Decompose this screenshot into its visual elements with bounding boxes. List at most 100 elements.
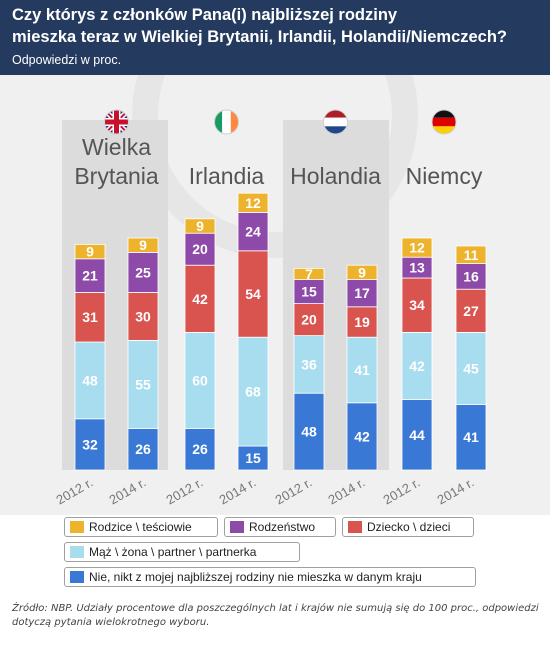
data-label: 55 [135, 376, 151, 392]
bar-segment [127, 251, 159, 293]
netherlands-flag-icon [323, 109, 348, 135]
bar-segment [455, 331, 487, 405]
data-label: 15 [301, 284, 317, 300]
data-label: 20 [301, 312, 317, 328]
bar-segment [127, 291, 159, 341]
bar-segment [401, 399, 433, 471]
data-label: 31 [82, 309, 98, 325]
data-label: 54 [245, 286, 261, 302]
bar-segment [346, 336, 378, 404]
germany-flag-icon [431, 109, 457, 135]
data-label: 48 [82, 372, 98, 388]
x-tick-label: 2014 r. [107, 475, 149, 508]
legend-swatch [70, 571, 84, 583]
ireland-flag-icon [214, 109, 239, 135]
bar-segment [455, 403, 487, 471]
data-label: 9 [86, 244, 94, 260]
header: Czy którys z członków Pana(i) najbliższe… [0, 0, 550, 75]
bar-segment [346, 402, 378, 471]
legend-label: Nie, nikt z mojej najbliższej rodziny ni… [89, 570, 422, 584]
bar-segment [74, 258, 106, 293]
data-label: 26 [135, 441, 151, 457]
legend-swatch [230, 521, 244, 533]
data-label: 42 [354, 428, 370, 444]
data-label: 9 [196, 218, 204, 234]
bar-segment [346, 264, 378, 280]
data-label: 36 [301, 356, 317, 372]
data-label: 41 [354, 362, 370, 378]
bar-segment [401, 237, 433, 258]
uk-flag-icon [104, 109, 129, 135]
bar-segment [293, 392, 325, 471]
bar-segment [293, 335, 325, 394]
legend-label: Rodzeństwo [249, 520, 316, 534]
country-label: Irlandia [189, 163, 265, 189]
legend-label: Mąż \ żona \ partner \ partnerka [89, 545, 257, 559]
bar-segment [74, 291, 106, 343]
chart-title-line-2: mieszka teraz w Wielkiej Brytanii, Irlan… [12, 28, 508, 46]
data-label: 27 [463, 303, 479, 319]
country-labels: Wielka Brytania Irlandia Holandia Niemcy [74, 134, 483, 189]
stacked-bar-chart: Wielka Brytania Irlandia Holandia Niemcy 32 4… [54, 75, 487, 508]
bar-segment [74, 243, 106, 260]
data-label: 26 [192, 441, 208, 457]
country-label: Brytania [74, 163, 159, 189]
legend-item: Mąż \ żona \ partner \ partnerka [64, 542, 300, 562]
x-tick-label: 2014 r. [435, 475, 477, 508]
bar-segment [74, 418, 106, 471]
watermark-ring [132, 75, 418, 258]
x-tick-label: 2012 r. [164, 475, 206, 508]
data-label: 9 [139, 237, 147, 253]
country-label: Holandia [290, 163, 381, 189]
bar-segment [237, 192, 269, 213]
bar-segment [184, 232, 216, 266]
country-label: Niemcy [406, 163, 483, 189]
data-label: 68 [245, 384, 261, 400]
bar-segment [74, 341, 106, 420]
data-label: 12 [409, 240, 425, 256]
legend-swatch [70, 521, 84, 533]
source-note: Źródło: NBP. Udziały procentowe dla posz… [12, 603, 539, 628]
bar-segment [455, 263, 487, 290]
data-label: 13 [409, 260, 425, 276]
bar-segment [184, 427, 216, 471]
data-label: 25 [135, 264, 151, 280]
bar-segment [346, 279, 378, 308]
data-label: 60 [192, 372, 208, 388]
legend-swatch [70, 546, 84, 558]
data-label: 41 [463, 429, 479, 445]
data-label: 20 [192, 241, 208, 257]
legend: Rodzice \ teściowie Rodzeństwo Dziecko \ d… [0, 515, 550, 595]
country-flags [104, 109, 457, 135]
x-tick-label: 2012 r. [273, 475, 315, 508]
x-tick-label: 2014 r. [326, 475, 368, 508]
data-label: 17 [354, 285, 370, 301]
bar-segment [184, 218, 216, 234]
bar-segment [346, 306, 378, 338]
data-label: 12 [245, 195, 261, 211]
background-watermark [132, 75, 418, 258]
data-label: 11 [464, 247, 479, 263]
data-label: 24 [245, 224, 261, 240]
data-label: 42 [409, 358, 425, 374]
bar-segment [293, 267, 325, 280]
bar-segment [401, 277, 433, 333]
bar-segment [293, 279, 325, 305]
data-label: 34 [409, 297, 425, 313]
data-label: 45 [463, 360, 479, 376]
country-label: Wielka [82, 134, 151, 160]
legend-item: Nie, nikt z mojej najbliższej rodziny ni… [64, 567, 476, 587]
data-label: 32 [82, 436, 98, 452]
bar-segment [237, 445, 269, 471]
legend-item: Rodzice \ teściowie [64, 517, 218, 537]
data-label: 9 [358, 264, 366, 280]
bar-segment [184, 264, 216, 333]
bar-segment [237, 336, 269, 447]
x-tick-label: 2012 r. [381, 475, 423, 508]
bar-series: 32 48 31 21 9 26 55 30 25 9 26 60 42 20 9 15 68 54 24 12 48 3… [74, 192, 487, 471]
legend-label: Rodzice \ teściowie [89, 520, 192, 534]
x-axis-tick-labels: 2012 r. 2014 r. 2012 r. 2014 r. 2012 r. 2014 … [54, 475, 477, 508]
data-label: 7 [305, 266, 313, 282]
legend-swatch [348, 521, 362, 533]
